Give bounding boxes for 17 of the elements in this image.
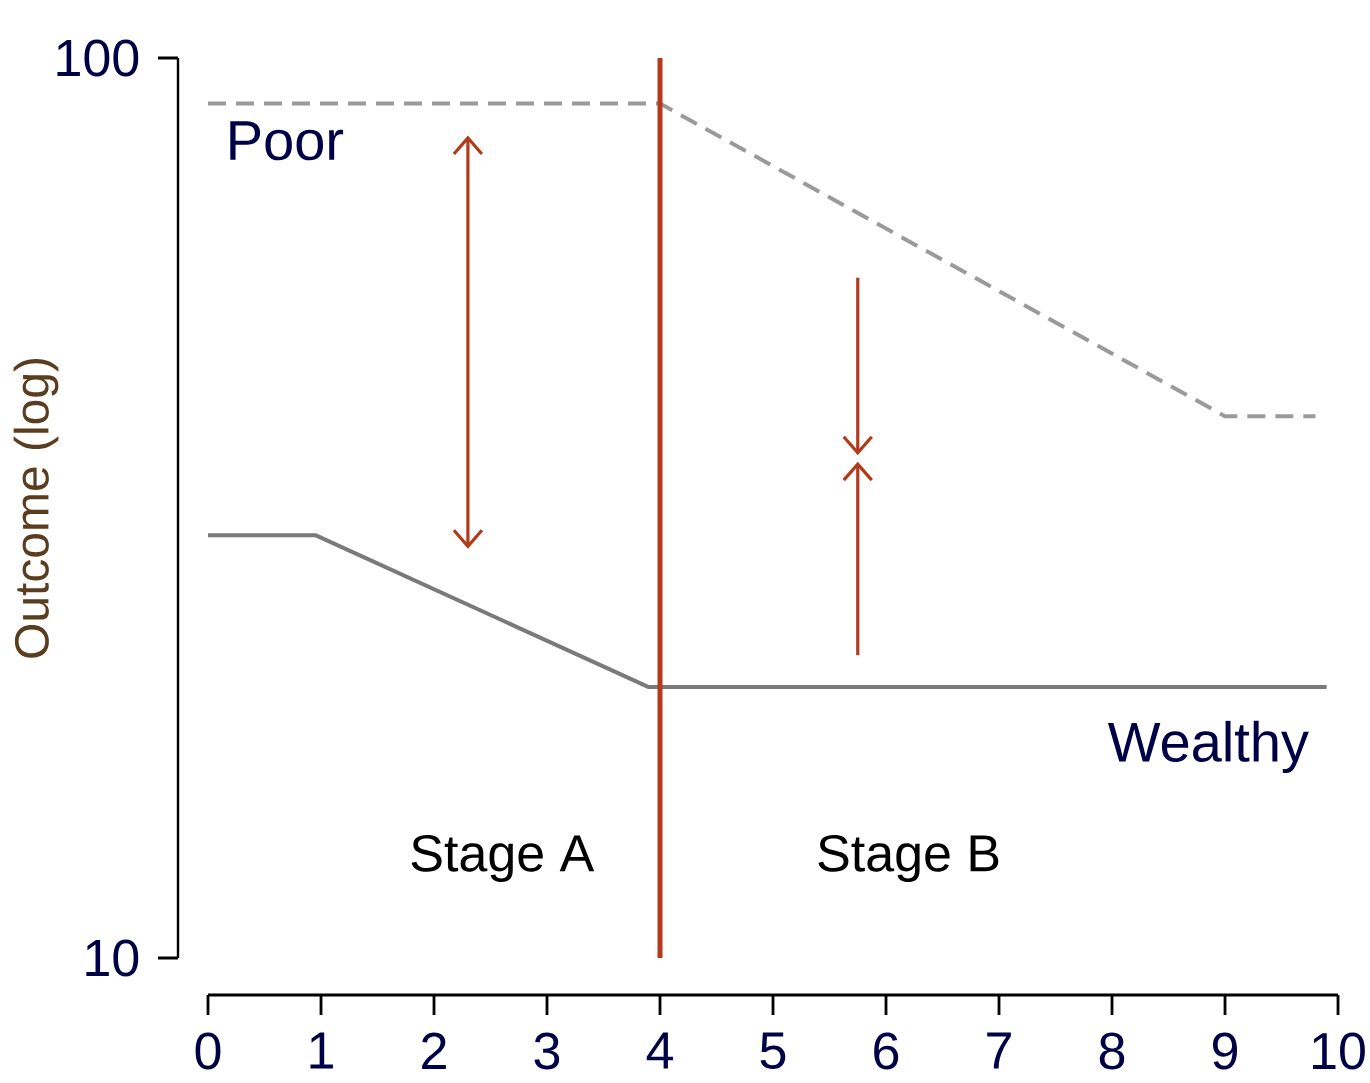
x-tick-label: 7: [987, 1032, 1011, 1069]
x-tick-label: 9: [1213, 1032, 1238, 1070]
x-tick-label: 3: [534, 1032, 560, 1070]
x-tick-label: 6: [874, 1032, 899, 1070]
annotation: Stage B: [818, 834, 999, 883]
annotation: Stage A: [411, 834, 595, 883]
series-label: Poor: [230, 121, 344, 161]
x-tick-label: 4: [646, 1032, 673, 1069]
x-tick-label: 8: [1099, 1032, 1125, 1070]
x-tick-label: 10: [1313, 1032, 1365, 1070]
y-axis-title: Outcome (log): [13, 358, 59, 658]
x-tick-label: 1: [310, 1032, 333, 1069]
x-tick-label: 5: [760, 1032, 786, 1069]
series-label: Wealthy: [1107, 720, 1309, 774]
x-tick-label: 0: [195, 1032, 221, 1070]
y-tick-label: 100: [57, 39, 139, 77]
x-tick-label: 2: [422, 1032, 446, 1069]
